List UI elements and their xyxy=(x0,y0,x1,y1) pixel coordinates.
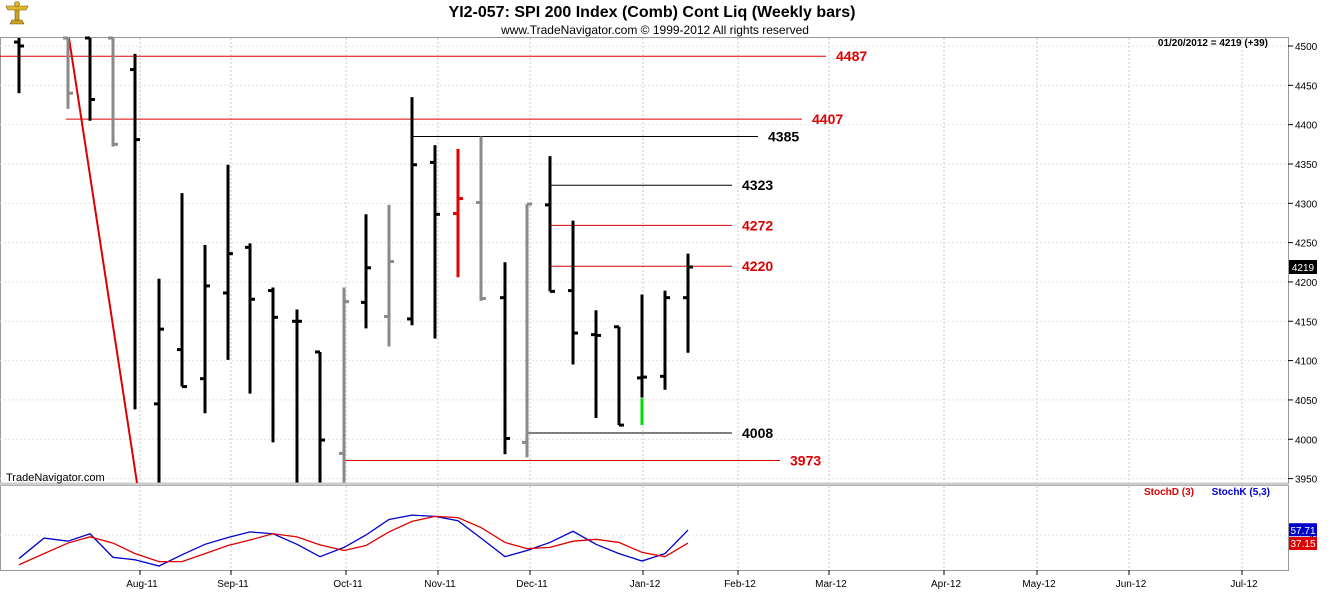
x-tick-label: Jan-12 xyxy=(630,579,661,590)
x-tick-label: Jun-12 xyxy=(1116,579,1147,590)
y-tick-label: 3950 xyxy=(1295,475,1318,486)
x-tick-label: Nov-11 xyxy=(424,579,456,590)
price-bar xyxy=(14,38,24,94)
price-bar xyxy=(154,278,164,483)
y-tick-label: 4000 xyxy=(1295,435,1318,446)
watermark-text: TradeNavigator.com xyxy=(6,472,105,484)
y-tick-label: 4350 xyxy=(1295,160,1318,171)
logo-icon xyxy=(5,1,29,25)
price-bar xyxy=(85,36,95,121)
y-tick-label: 4050 xyxy=(1295,396,1318,407)
price-bar xyxy=(522,202,532,458)
level-label: 4272 xyxy=(742,217,773,233)
copyright-text: www.TradeNavigator.com © 1999-2012 All r… xyxy=(500,23,809,37)
price-panel xyxy=(0,37,1289,484)
y-tick-label: 4500 xyxy=(1295,42,1318,53)
price-bar xyxy=(223,164,233,360)
stochk-tag-bg xyxy=(1289,523,1317,537)
price-bar xyxy=(637,294,647,398)
level-label: 4323 xyxy=(742,177,773,193)
stochd-line xyxy=(18,515,689,566)
date-axis: Aug-11 Sep-11 Oct-11 Nov-11 Dec-11 Jan-12 Feb-… xyxy=(126,570,1258,590)
price-bar xyxy=(545,156,555,293)
stochastic-panel xyxy=(0,485,1289,571)
x-tick-label: Mar-12 xyxy=(815,579,847,590)
chart-title: YI2-057: SPI 200 Index (Comb) Cont Liq (… xyxy=(449,4,856,21)
price-bars xyxy=(14,36,693,483)
x-tick-label: Dec-11 xyxy=(516,579,548,590)
y-tick-label: 4150 xyxy=(1295,317,1318,328)
price-bar xyxy=(384,204,394,347)
price-bar xyxy=(108,36,118,147)
price-bar xyxy=(339,287,349,483)
price-bar xyxy=(568,220,578,365)
stoch-tick-label: 50 xyxy=(1306,531,1318,542)
price-levels: 4487 4407 4385 4323 4272 4220 4008 3973 xyxy=(0,48,867,468)
y-tick-label: 4450 xyxy=(1295,81,1318,92)
vertical-grid xyxy=(0,38,1288,570)
stochk-tag: 57.71 xyxy=(1290,526,1315,537)
price-bar xyxy=(660,290,670,390)
y-tick-label: 4400 xyxy=(1295,121,1318,132)
price-bar xyxy=(245,243,255,394)
trendline xyxy=(68,37,138,484)
x-tick-label: Apr-12 xyxy=(931,579,961,590)
price-bar xyxy=(361,214,371,329)
trend-line xyxy=(68,37,138,484)
price-bar xyxy=(177,193,187,389)
price-bar xyxy=(292,309,302,483)
stochastic-lines xyxy=(0,514,1288,567)
price-bar xyxy=(591,310,601,419)
price-bar xyxy=(453,149,463,278)
x-tick-label: Aug-11 xyxy=(126,579,158,590)
level-label: 4008 xyxy=(742,425,773,441)
price-bar xyxy=(268,287,278,443)
last-price-tag-bg xyxy=(1289,260,1317,275)
price-bar xyxy=(315,350,325,483)
price-bar xyxy=(614,325,624,427)
price-bar xyxy=(500,262,510,455)
stochd-tag-bg xyxy=(1289,536,1317,550)
stochk-line xyxy=(18,514,689,567)
price-bar xyxy=(63,36,73,109)
level-label: 4407 xyxy=(812,111,843,127)
x-tick-label: Oct-11 xyxy=(333,579,363,590)
level-label: 4487 xyxy=(836,48,867,64)
price-bar xyxy=(407,97,417,326)
last-price-tag: 4219 xyxy=(1292,263,1315,274)
price-bar xyxy=(130,53,140,410)
x-tick-label: Feb-12 xyxy=(724,579,756,590)
y-tick-label: 4200 xyxy=(1295,278,1318,289)
legend-stochd: StochD (3) xyxy=(1144,487,1194,498)
price-bar xyxy=(430,145,440,339)
y-tick-label: 4250 xyxy=(1295,239,1318,250)
last-price-info: 01/20/2012 = 4219 (+39) xyxy=(1158,38,1268,49)
y-tick-label: 4100 xyxy=(1295,357,1318,368)
legend-stochk: StochK (5,3) xyxy=(1212,487,1270,498)
price-axis: 3950 4000 4050 4100 4150 4200 4250 4300 4350 4400… xyxy=(1288,42,1318,486)
price-bar xyxy=(476,136,486,301)
stochd-tag: 37.15 xyxy=(1290,539,1315,550)
x-tick-label: May-12 xyxy=(1022,579,1056,590)
price-bar xyxy=(200,244,210,414)
level-label: 4220 xyxy=(742,258,773,274)
y-tick-label: 4300 xyxy=(1295,199,1318,210)
x-tick-label: Jul-12 xyxy=(1230,579,1258,590)
x-tick-label: Sep-11 xyxy=(217,579,249,590)
level-label: 3973 xyxy=(790,452,821,468)
price-bar xyxy=(683,253,693,353)
level-label: 4385 xyxy=(768,128,799,144)
